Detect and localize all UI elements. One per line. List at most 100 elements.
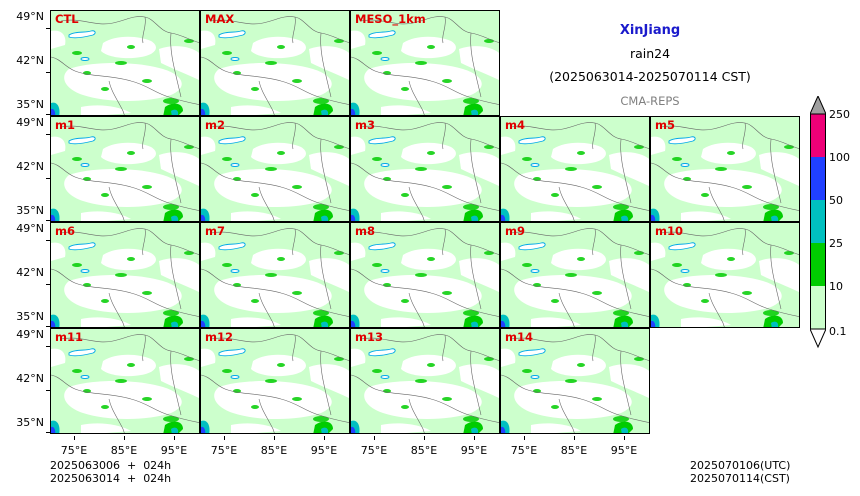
variable-title: rain24: [629, 46, 671, 61]
lon-label-85e: 85°E: [110, 444, 138, 457]
lon-label-95e: 95°E: [160, 444, 188, 457]
colorbar-label: 50: [829, 194, 843, 207]
panel-label: MAX: [205, 12, 235, 26]
panel-label: m14: [505, 330, 533, 344]
lon-tick: [74, 436, 75, 440]
lat-label-42n: 42°N: [16, 266, 44, 279]
lon-tick: [374, 436, 375, 440]
map-panel-m5: m5: [650, 116, 800, 222]
precip-map: [51, 329, 199, 433]
lat-tick: [46, 114, 50, 115]
lat-label-35n: 35°N: [16, 310, 44, 323]
lat-tick: [46, 432, 50, 433]
lat-label-42n: 42°N: [16, 160, 44, 173]
precip-map: [501, 329, 649, 433]
lat-tick: [46, 178, 50, 179]
colorbar-segment: [810, 286, 826, 329]
lat-label-49n: 49°N: [16, 10, 44, 23]
lon-label-75e: 75°E: [510, 444, 538, 457]
map-panel-m1: m1: [50, 116, 200, 222]
precip-map: [201, 117, 349, 221]
map-panel-m4: m4: [500, 116, 650, 222]
lon-tick: [624, 436, 625, 440]
period-title: (2025063014-2025070114 CST): [549, 69, 751, 84]
lon-tick: [174, 436, 175, 440]
map-panel-max: MAX: [200, 10, 350, 116]
lat-tick: [46, 346, 50, 347]
valid-time-cst: 2025070114(CST): [690, 472, 790, 485]
lon-tick: [274, 436, 275, 440]
precip-map: [51, 11, 199, 115]
lon-label-85e: 85°E: [260, 444, 288, 457]
colorbar: [810, 96, 826, 349]
lon-label-75e: 75°E: [210, 444, 238, 457]
panel-label: m11: [55, 330, 83, 344]
colorbar-segment: [810, 243, 826, 286]
lat-tick: [46, 28, 50, 29]
precip-map: [501, 223, 649, 327]
lon-label-75e: 75°E: [360, 444, 388, 457]
init-time-line-1: 2025063006 + 024h: [50, 459, 172, 472]
precip-map: [351, 11, 499, 115]
lat-tick: [46, 220, 50, 221]
panel-label: m4: [505, 118, 525, 132]
lon-tick: [524, 436, 525, 440]
map-panel-m3: m3: [350, 116, 500, 222]
precip-map: [501, 117, 649, 221]
map-panel-m12: m12: [200, 328, 350, 434]
lat-label-35n: 35°N: [16, 416, 44, 429]
precip-map: [51, 223, 199, 327]
init-time-line-2: 2025063014 + 024h: [50, 472, 172, 485]
panel-label: CTL: [55, 12, 79, 26]
colorbar-segment: [810, 114, 826, 157]
precip-map: [351, 223, 499, 327]
panel-label: m5: [655, 118, 675, 132]
panel-label: m13: [355, 330, 383, 344]
map-panel-m6: m6: [50, 222, 200, 328]
valid-time-utc: 2025070106(UTC): [690, 459, 791, 472]
panel-label: m10: [655, 224, 683, 238]
lon-tick: [324, 436, 325, 440]
colorbar-label: 100: [829, 151, 850, 164]
precip-map: [201, 329, 349, 433]
lat-tick: [46, 390, 50, 391]
panel-label: m12: [205, 330, 233, 344]
precip-map: [201, 11, 349, 115]
map-panel-m2: m2: [200, 116, 350, 222]
lat-tick: [46, 134, 50, 135]
panel-label: m3: [355, 118, 375, 132]
panel-label: m9: [505, 224, 525, 238]
lat-label-42n: 42°N: [16, 54, 44, 67]
panel-label: m7: [205, 224, 225, 238]
colorbar-label: 0.1: [829, 325, 847, 338]
map-panel-m8: m8: [350, 222, 500, 328]
map-panel-m14: m14: [500, 328, 650, 434]
colorbar-segment: [810, 200, 826, 243]
lat-tick: [46, 326, 50, 327]
map-panel-m13: m13: [350, 328, 500, 434]
precip-map: [651, 117, 799, 221]
lat-label-35n: 35°N: [16, 98, 44, 111]
colorbar-label: 25: [829, 237, 843, 250]
panel-label: m8: [355, 224, 375, 238]
lat-label-35n: 35°N: [16, 204, 44, 217]
lat-tick: [46, 240, 50, 241]
lon-tick: [124, 436, 125, 440]
precip-map: [351, 117, 499, 221]
lon-tick: [224, 436, 225, 440]
map-panel-m7: m7: [200, 222, 350, 328]
precip-map: [201, 223, 349, 327]
lon-tick: [574, 436, 575, 440]
lon-tick: [474, 436, 475, 440]
map-panel-ctl: CTL: [50, 10, 200, 116]
lat-label-49n: 49°N: [16, 116, 44, 129]
lat-label-49n: 49°N: [16, 222, 44, 235]
panel-label: MESO_1km: [355, 12, 426, 26]
precip-map: [51, 117, 199, 221]
colorbar-over-arrow: [810, 96, 826, 115]
lat-tick: [46, 72, 50, 73]
colorbar-label: 250: [829, 108, 850, 121]
colorbar-label: 10: [829, 280, 843, 293]
precip-map: [651, 223, 799, 327]
